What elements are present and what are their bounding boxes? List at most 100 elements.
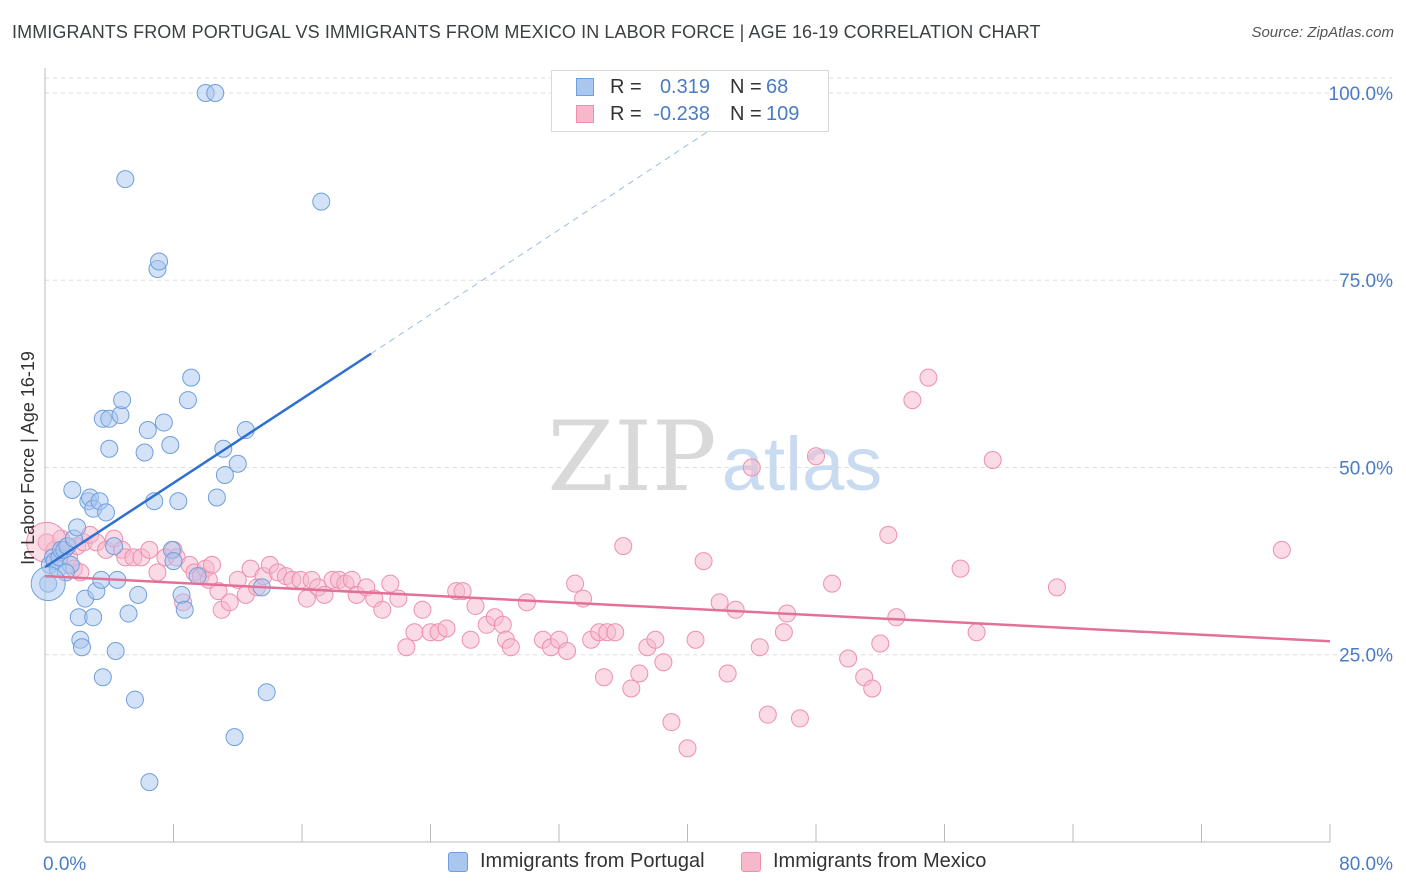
mexico-point xyxy=(622,679,641,698)
mexico-point xyxy=(951,559,970,578)
mexico-swatch xyxy=(576,105,594,123)
mexico-point xyxy=(839,649,858,668)
mexico-point xyxy=(493,615,512,634)
mexico-point xyxy=(774,623,793,642)
mexico-point xyxy=(807,447,825,466)
portugal-point xyxy=(105,537,124,556)
portugal-point xyxy=(172,585,191,604)
mexico-point xyxy=(373,600,392,619)
mexico-point xyxy=(461,630,480,649)
portugal-point xyxy=(175,600,194,619)
mexico-point xyxy=(437,619,456,638)
axis-layer xyxy=(44,68,1331,843)
mexico-point xyxy=(209,582,228,601)
x-tick-label: 80.0% xyxy=(1339,854,1393,875)
portugal-legend-swatch xyxy=(448,851,468,872)
portugal-trendline xyxy=(44,352,372,569)
watermark: ZIP atlas xyxy=(547,401,882,513)
portugal-point xyxy=(182,368,201,387)
portugal-point xyxy=(161,436,180,455)
y-axis-label: In Labor Force | Age 16-19 xyxy=(18,351,38,565)
chart-title: IMMIGRANTS FROM PORTUGAL VS IMMIGRANTS F… xyxy=(12,22,1041,42)
portugal-point xyxy=(97,503,116,522)
portugal-point xyxy=(113,391,132,410)
y-tick-label: 75.0% xyxy=(1339,271,1393,292)
tick-labels: 25.0% 50.0% 75.0% 100.0% 0.0% 80.0% xyxy=(43,84,1393,875)
portugal-point xyxy=(135,443,154,462)
portugal-point xyxy=(125,690,144,709)
portugal-point xyxy=(119,604,138,623)
mexico-point xyxy=(413,600,432,619)
mexico-point xyxy=(879,525,898,544)
legend-item-mexico[interactable]: Immigrants from Mexico xyxy=(741,850,986,873)
portugal-point xyxy=(100,439,119,458)
legend-item-portugal[interactable]: Immigrants from Portugal xyxy=(448,850,705,873)
portugal-point xyxy=(138,421,157,440)
x-tick-label: 0.0% xyxy=(43,854,86,875)
mexico-point xyxy=(758,705,777,724)
trend-layer xyxy=(44,125,1331,643)
mexico-legend-swatch xyxy=(741,851,761,872)
portugal-point xyxy=(106,642,125,660)
mexico-point xyxy=(606,623,625,642)
mexico-point xyxy=(566,574,585,593)
portugal-point xyxy=(169,492,188,511)
portugal-point xyxy=(207,488,226,507)
mexico-point xyxy=(686,630,705,649)
mexico-point xyxy=(594,668,613,687)
mexico-point xyxy=(1272,540,1291,559)
n-label: N = xyxy=(730,75,762,98)
mexico-point xyxy=(742,458,761,477)
mexico-point xyxy=(501,638,520,657)
mexico-point xyxy=(453,582,472,601)
source-label: Source: ZipAtlas.com xyxy=(1251,24,1394,41)
mexico-point xyxy=(863,679,882,698)
mexico-point xyxy=(148,563,167,582)
legend-row-portugal: R = 0.319 N = 68 xyxy=(576,74,806,100)
series-legend: Immigrants from Portugal Immigrants from… xyxy=(0,850,1406,880)
mexico-point xyxy=(750,638,769,657)
mexico-point xyxy=(405,623,424,642)
mexico-point xyxy=(558,642,577,660)
mexico-point xyxy=(220,593,239,612)
portugal-point xyxy=(72,638,91,657)
mexico-point xyxy=(887,608,906,627)
portugal-point xyxy=(257,683,276,702)
portugal-point xyxy=(150,252,169,271)
mexico-point xyxy=(919,368,938,387)
mexico-point xyxy=(646,630,665,649)
y-tick-label: 25.0% xyxy=(1339,646,1393,667)
portugal-point xyxy=(154,413,173,432)
mexico-point xyxy=(228,570,247,589)
mexico-point xyxy=(662,713,681,732)
mexico-point xyxy=(466,597,485,616)
portugal-points xyxy=(30,83,331,792)
mexico-point xyxy=(823,574,842,593)
r-label: R = xyxy=(610,75,642,98)
mexico-point xyxy=(614,537,633,556)
portugal-swatch xyxy=(576,78,594,96)
n-value-portugal: 68 xyxy=(766,75,789,98)
mexico-point xyxy=(903,391,922,410)
portugal-trendline-extension xyxy=(370,125,717,355)
mexico-point xyxy=(871,634,890,653)
y-tick-label: 100.0% xyxy=(1329,84,1394,105)
mexico-point xyxy=(203,555,222,574)
portugal-point xyxy=(164,552,183,571)
portugal-point xyxy=(129,585,148,604)
mexico-point xyxy=(710,593,729,612)
portugal-point xyxy=(225,728,244,747)
mexico-point xyxy=(397,638,416,657)
y-tick-label: 50.0% xyxy=(1339,458,1393,479)
portugal-point xyxy=(140,773,159,792)
legend-row-mexico: R = -0.238 N = 109 xyxy=(576,101,806,127)
mexico-point xyxy=(790,709,809,728)
mexico-point xyxy=(630,664,649,683)
portugal-point xyxy=(93,668,112,687)
portugal-point xyxy=(206,83,225,102)
portugal-point xyxy=(116,170,135,189)
mexico-trendline xyxy=(44,574,1331,643)
portugal-point xyxy=(188,567,207,586)
mexico-point xyxy=(967,623,986,642)
mexico-point xyxy=(517,593,536,612)
